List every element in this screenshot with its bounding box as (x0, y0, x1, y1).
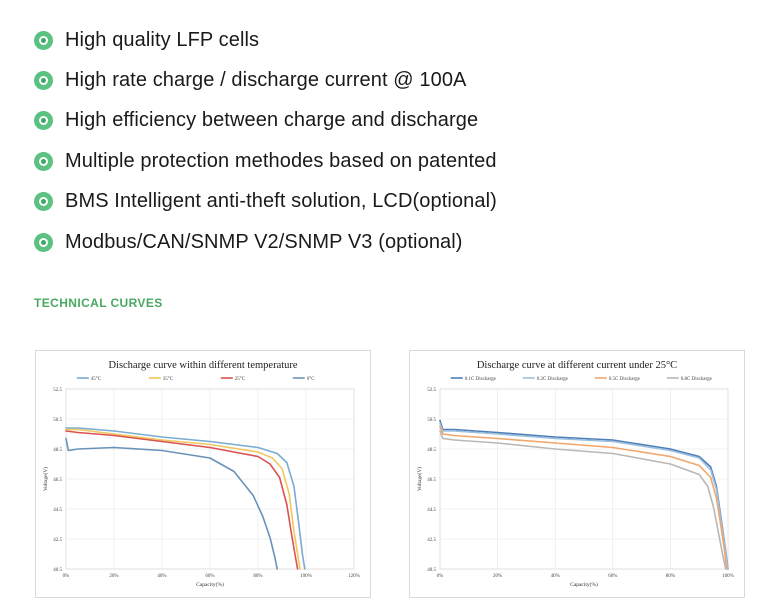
section-title: TECHNICAL CURVES (34, 296, 163, 310)
feature-text: Modbus/CAN/SNMP V2/SNMP V3 (optional) (65, 230, 463, 253)
x-tick-label: 100% (722, 574, 734, 579)
y-tick-label: 40.5 (53, 568, 62, 573)
y-tick-label: 52.5 (53, 388, 62, 393)
chart-canvas: Discharge curve at different current und… (416, 360, 734, 588)
feature-item: Multiple protection methodes based on pa… (34, 141, 497, 181)
feature-text: Multiple protection methodes based on pa… (65, 149, 497, 172)
x-tick-label: 80% (666, 574, 675, 579)
x-tick-label: 80% (253, 574, 262, 579)
feature-list: High quality LFP cells High rate charge … (34, 20, 497, 262)
feature-item: High rate charge / discharge current @ 1… (34, 60, 497, 100)
check-circle-icon (34, 192, 53, 212)
y-tick-label: 42.5 (427, 538, 436, 543)
x-tick-label: 0% (437, 574, 444, 579)
legend-label: 35°C (163, 377, 174, 382)
legend-label: 0.1C Discharge (465, 377, 497, 382)
y-tick-label: 42.5 (53, 538, 62, 543)
x-tick-label: 20% (493, 574, 502, 579)
x-tick-label: 60% (205, 574, 214, 579)
x-axis-label: Capacity(%) (196, 581, 224, 588)
series-line (65, 428, 301, 570)
discharge-temperature-chart: Discharge curve within different tempera… (35, 350, 371, 598)
feature-item: BMS Intelligent anti-theft solution, LCD… (34, 182, 497, 222)
x-axis-label: Capacity(%) (570, 581, 598, 588)
y-tick-label: 50.5 (427, 418, 436, 423)
y-tick-label: 50.5 (53, 418, 62, 423)
y-tick-label: 46.5 (53, 478, 62, 483)
discharge-current-chart: Discharge curve at different current und… (409, 350, 745, 598)
check-circle-icon (34, 71, 53, 91)
legend-label: 25°C (235, 377, 246, 382)
legend-label: 45°C (91, 377, 102, 382)
check-circle-icon (34, 232, 53, 252)
legend-label: 0.2C Discharge (537, 377, 569, 382)
feature-item: High efficiency between charge and disch… (34, 101, 497, 141)
x-tick-label: 120% (348, 574, 360, 579)
series-line (439, 422, 729, 570)
feature-item: High quality LFP cells (34, 20, 497, 60)
x-tick-label: 100% (300, 574, 312, 579)
y-axis-label: Voltage(V) (42, 467, 49, 492)
feature-item: Modbus/CAN/SNMP V2/SNMP V3 (optional) (34, 222, 497, 262)
x-tick-label: 40% (551, 574, 560, 579)
feature-text: High quality LFP cells (65, 28, 260, 51)
y-tick-label: 44.5 (427, 508, 436, 513)
feature-text: High rate charge / discharge current @ 1… (65, 69, 467, 92)
y-tick-label: 48.5 (53, 448, 62, 453)
feature-text: High efficiency between charge and disch… (65, 109, 479, 132)
chart-title: Discharge curve within different tempera… (108, 360, 297, 371)
series-line (65, 427, 306, 570)
series-line (65, 437, 278, 570)
feature-text: BMS Intelligent anti-theft solution, LCD… (65, 190, 497, 213)
y-tick-label: 40.5 (427, 568, 436, 573)
chart-canvas: Discharge curve within different tempera… (42, 360, 360, 588)
series-line (439, 425, 728, 570)
y-tick-label: 48.5 (427, 448, 436, 453)
legend-label: 0.8C Discharge (681, 377, 713, 382)
x-tick-label: 0% (63, 574, 70, 579)
y-tick-label: 44.5 (53, 508, 62, 513)
y-tick-label: 52.5 (427, 388, 436, 393)
series-line (439, 430, 727, 570)
check-circle-icon (34, 30, 53, 50)
check-circle-icon (34, 151, 53, 171)
legend-label: 0°C (307, 377, 315, 382)
x-tick-label: 40% (157, 574, 166, 579)
y-tick-label: 46.5 (427, 478, 436, 483)
y-axis-label: Voltage(V) (416, 467, 423, 492)
legend-label: 0.5C Discharge (609, 377, 641, 382)
chart-title: Discharge curve at different current und… (477, 360, 677, 371)
x-tick-label: 20% (109, 574, 118, 579)
x-tick-label: 60% (608, 574, 617, 579)
check-circle-icon (34, 111, 53, 131)
series-line (65, 430, 299, 570)
